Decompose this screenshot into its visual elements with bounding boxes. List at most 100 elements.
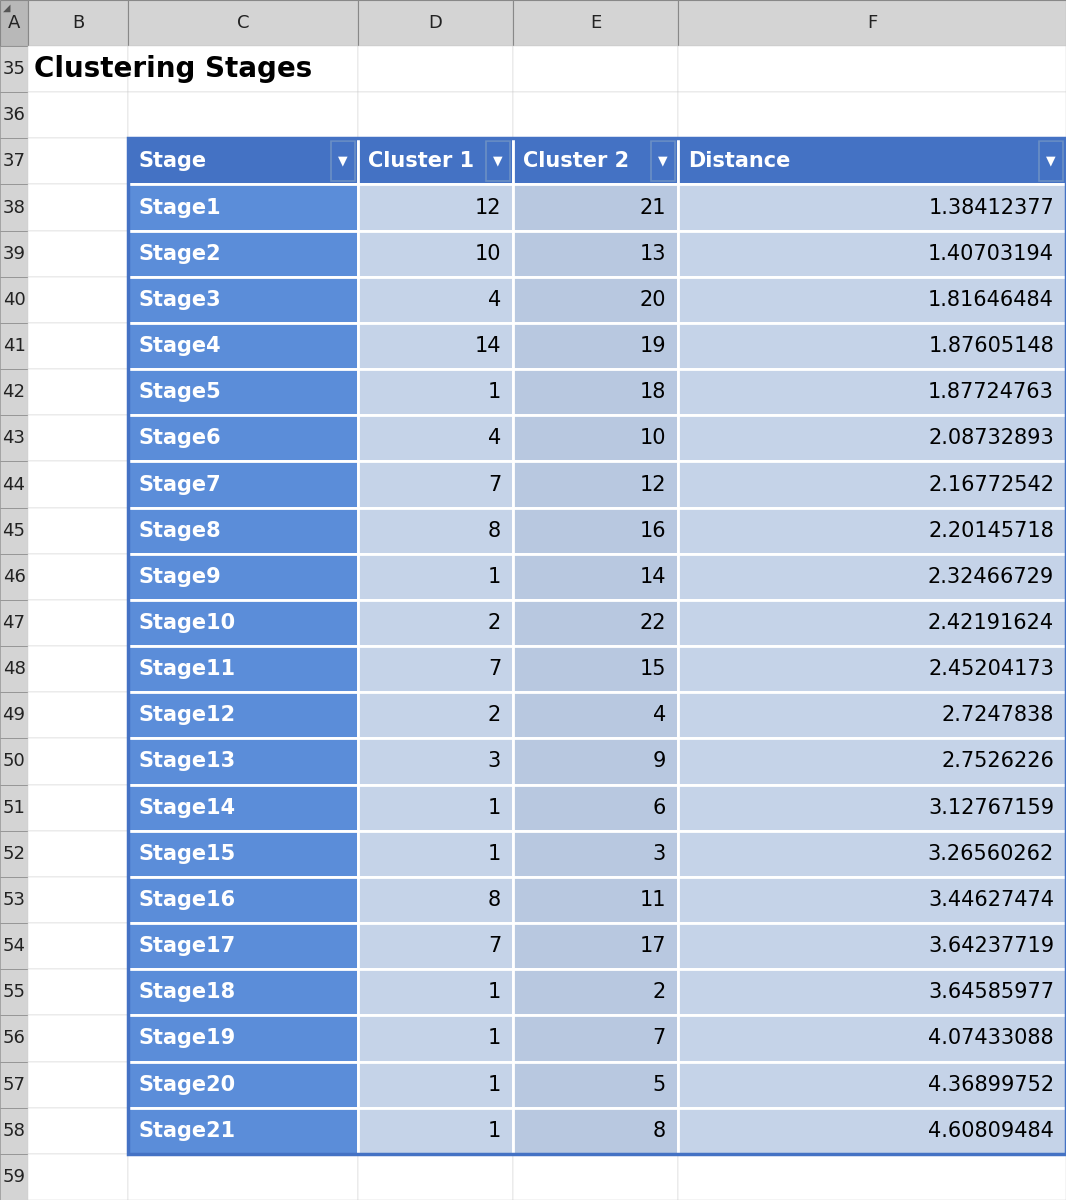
Bar bbox=[358, 830, 513, 877]
Text: ▼: ▼ bbox=[658, 155, 667, 168]
Bar bbox=[678, 692, 1066, 738]
Text: 37: 37 bbox=[2, 152, 26, 170]
Text: 7: 7 bbox=[488, 936, 501, 956]
Bar bbox=[128, 230, 358, 277]
Bar bbox=[28, 1015, 128, 1062]
Bar bbox=[128, 923, 358, 970]
Text: 16: 16 bbox=[640, 521, 666, 541]
Bar bbox=[678, 1015, 1066, 1062]
Bar bbox=[128, 462, 358, 508]
Bar bbox=[128, 970, 358, 1015]
Bar bbox=[128, 738, 358, 785]
Text: 1: 1 bbox=[488, 1121, 501, 1141]
Bar bbox=[678, 138, 1066, 185]
Text: 1: 1 bbox=[488, 983, 501, 1002]
Bar bbox=[678, 738, 1066, 785]
Text: 2.08732893: 2.08732893 bbox=[928, 428, 1054, 449]
Bar bbox=[0, 1062, 28, 1108]
Text: Stage19: Stage19 bbox=[138, 1028, 236, 1049]
Bar bbox=[28, 508, 128, 553]
Text: Cluster 1: Cluster 1 bbox=[368, 151, 474, 172]
Bar bbox=[513, 600, 678, 646]
Text: 3: 3 bbox=[488, 751, 501, 772]
Bar bbox=[128, 370, 358, 415]
Bar bbox=[513, 277, 678, 323]
Bar bbox=[358, 970, 513, 1015]
Text: 3.26560262: 3.26560262 bbox=[927, 844, 1054, 864]
Bar bbox=[0, 462, 28, 508]
Bar bbox=[0, 830, 28, 877]
Bar bbox=[128, 230, 358, 277]
Bar bbox=[128, 323, 358, 370]
Bar bbox=[28, 923, 128, 970]
Text: Stage9: Stage9 bbox=[138, 566, 221, 587]
Bar bbox=[678, 877, 1066, 923]
Text: 1: 1 bbox=[488, 382, 501, 402]
Text: 1.87724763: 1.87724763 bbox=[928, 382, 1054, 402]
Bar bbox=[28, 185, 128, 230]
Text: 3: 3 bbox=[652, 844, 666, 864]
Text: ▼: ▼ bbox=[494, 155, 503, 168]
Text: 22: 22 bbox=[640, 613, 666, 632]
Bar bbox=[358, 785, 513, 830]
Text: 59: 59 bbox=[2, 1168, 26, 1186]
Bar bbox=[28, 323, 128, 370]
Text: Stage4: Stage4 bbox=[138, 336, 221, 356]
Bar bbox=[678, 1108, 1066, 1154]
Bar bbox=[128, 830, 358, 877]
Bar bbox=[678, 185, 1066, 230]
Bar bbox=[358, 1062, 513, 1108]
Bar bbox=[678, 46, 1066, 92]
Bar bbox=[358, 877, 513, 923]
Text: 52: 52 bbox=[2, 845, 26, 863]
Text: Stage3: Stage3 bbox=[138, 290, 221, 310]
Bar bbox=[0, 1154, 28, 1200]
Bar bbox=[28, 46, 128, 92]
Bar bbox=[513, 415, 678, 462]
Text: 1: 1 bbox=[488, 1074, 501, 1094]
Bar bbox=[358, 1108, 513, 1154]
Bar bbox=[513, 738, 678, 785]
Text: 46: 46 bbox=[2, 568, 26, 586]
Bar bbox=[678, 600, 1066, 646]
Text: ◢: ◢ bbox=[3, 2, 11, 13]
Text: 1.40703194: 1.40703194 bbox=[928, 244, 1054, 264]
Text: 17: 17 bbox=[640, 936, 666, 956]
Bar bbox=[128, 785, 358, 830]
Text: 7: 7 bbox=[652, 1028, 666, 1049]
Bar bbox=[28, 1108, 128, 1154]
Bar bbox=[358, 323, 513, 370]
Bar bbox=[513, 1154, 678, 1200]
Text: 8: 8 bbox=[488, 890, 501, 910]
Bar bbox=[513, 970, 678, 1015]
Bar bbox=[0, 646, 28, 692]
Text: 18: 18 bbox=[640, 382, 666, 402]
Bar bbox=[0, 277, 28, 323]
Bar bbox=[358, 1062, 513, 1108]
Bar bbox=[128, 415, 358, 462]
Bar bbox=[513, 462, 678, 508]
Text: 15: 15 bbox=[640, 659, 666, 679]
Bar bbox=[28, 646, 128, 692]
Text: E: E bbox=[589, 14, 601, 32]
Text: 4.07433088: 4.07433088 bbox=[928, 1028, 1054, 1049]
Bar bbox=[358, 553, 513, 600]
Bar bbox=[358, 415, 513, 462]
Bar bbox=[128, 138, 358, 185]
Bar bbox=[358, 1154, 513, 1200]
Text: 19: 19 bbox=[640, 336, 666, 356]
Bar bbox=[358, 1015, 513, 1062]
Text: 12: 12 bbox=[474, 198, 501, 217]
Bar bbox=[513, 323, 678, 370]
Bar bbox=[128, 0, 358, 46]
Text: 38: 38 bbox=[2, 198, 26, 216]
Bar bbox=[513, 185, 678, 230]
Bar bbox=[358, 138, 513, 185]
Bar bbox=[678, 923, 1066, 970]
Bar bbox=[678, 185, 1066, 230]
Bar bbox=[28, 553, 128, 600]
Bar bbox=[678, 415, 1066, 462]
Bar bbox=[358, 230, 513, 277]
Bar bbox=[358, 462, 513, 508]
Bar bbox=[0, 92, 28, 138]
